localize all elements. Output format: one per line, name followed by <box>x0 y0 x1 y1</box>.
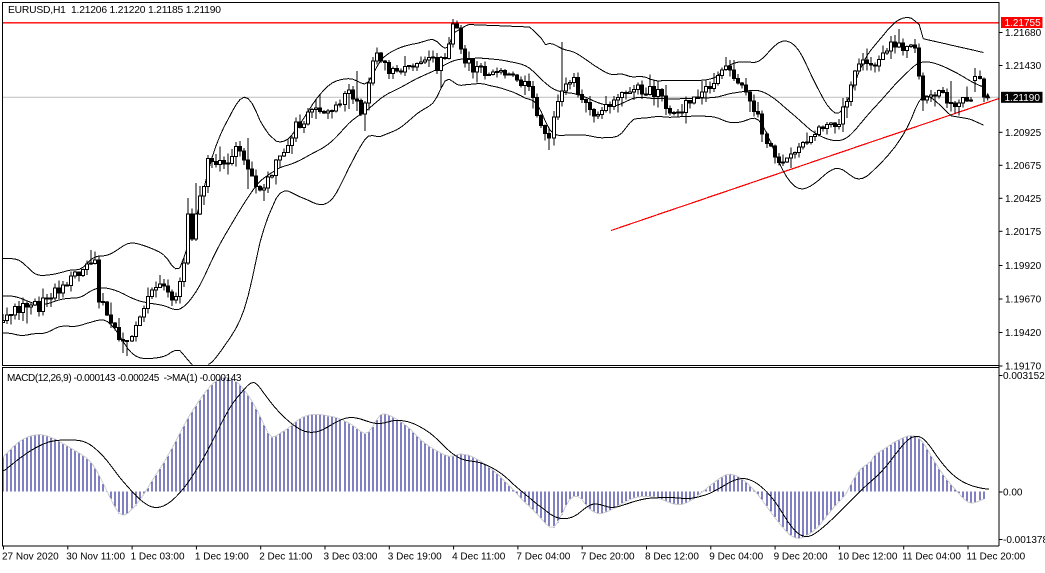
svg-text:0.00: 0.00 <box>1003 488 1023 499</box>
svg-text:1.21680: 1.21680 <box>1005 28 1042 39</box>
svg-text:1.19420: 1.19420 <box>1005 328 1042 339</box>
svg-text:8 Dec 12:00: 8 Dec 12:00 <box>645 552 699 563</box>
svg-text:1.20175: 1.20175 <box>1005 227 1042 238</box>
svg-text:-0.001378: -0.001378 <box>1003 535 1045 546</box>
svg-text:9 Dec 04:00: 9 Dec 04:00 <box>709 552 763 563</box>
svg-text:1.20425: 1.20425 <box>1005 194 1042 205</box>
svg-text:MACD(12,26,9) -0.000143 -0.000: MACD(12,26,9) -0.000143 -0.000245 ->MA(1… <box>7 373 242 384</box>
svg-text:4 Dec 11:00: 4 Dec 11:00 <box>452 552 506 563</box>
svg-text:1.19920: 1.19920 <box>1005 261 1042 272</box>
svg-text:1.19170: 1.19170 <box>1005 362 1042 373</box>
svg-text:1 Dec 03:00: 1 Dec 03:00 <box>131 552 185 563</box>
svg-text:7 Dec 04:00: 7 Dec 04:00 <box>516 552 570 563</box>
svg-text:1.21430: 1.21430 <box>1005 61 1042 72</box>
svg-text:11 Dec 20:00: 11 Dec 20:00 <box>967 552 1026 563</box>
svg-text:1.20925: 1.20925 <box>1005 128 1042 139</box>
svg-text:1.21190: 1.21190 <box>1005 93 1041 104</box>
svg-text:1.20675: 1.20675 <box>1005 161 1042 172</box>
svg-text:9 Dec 20:00: 9 Dec 20:00 <box>774 552 828 563</box>
svg-text:3 Dec 19:00: 3 Dec 19:00 <box>388 552 442 563</box>
svg-text:30 Nov 11:00: 30 Nov 11:00 <box>66 552 125 563</box>
svg-text:EURUSD,H1 1.21206 1.21220 1.2: EURUSD,H1 1.21206 1.21220 1.21185 1.2119… <box>8 5 221 16</box>
svg-text:27 Nov 2020: 27 Nov 2020 <box>2 552 59 563</box>
svg-text:1.19670: 1.19670 <box>1005 295 1042 306</box>
svg-text:7 Dec 20:00: 7 Dec 20:00 <box>581 552 635 563</box>
svg-text:11 Dec 04:00: 11 Dec 04:00 <box>902 552 961 563</box>
svg-text:1 Dec 19:00: 1 Dec 19:00 <box>195 552 249 563</box>
svg-text:3 Dec 03:00: 3 Dec 03:00 <box>324 552 378 563</box>
svg-text:0.003152: 0.003152 <box>1003 371 1045 382</box>
svg-text:1.21755: 1.21755 <box>1005 18 1042 29</box>
svg-text:10 Dec 12:00: 10 Dec 12:00 <box>838 552 898 563</box>
svg-text:2 Dec 11:00: 2 Dec 11:00 <box>259 552 313 563</box>
